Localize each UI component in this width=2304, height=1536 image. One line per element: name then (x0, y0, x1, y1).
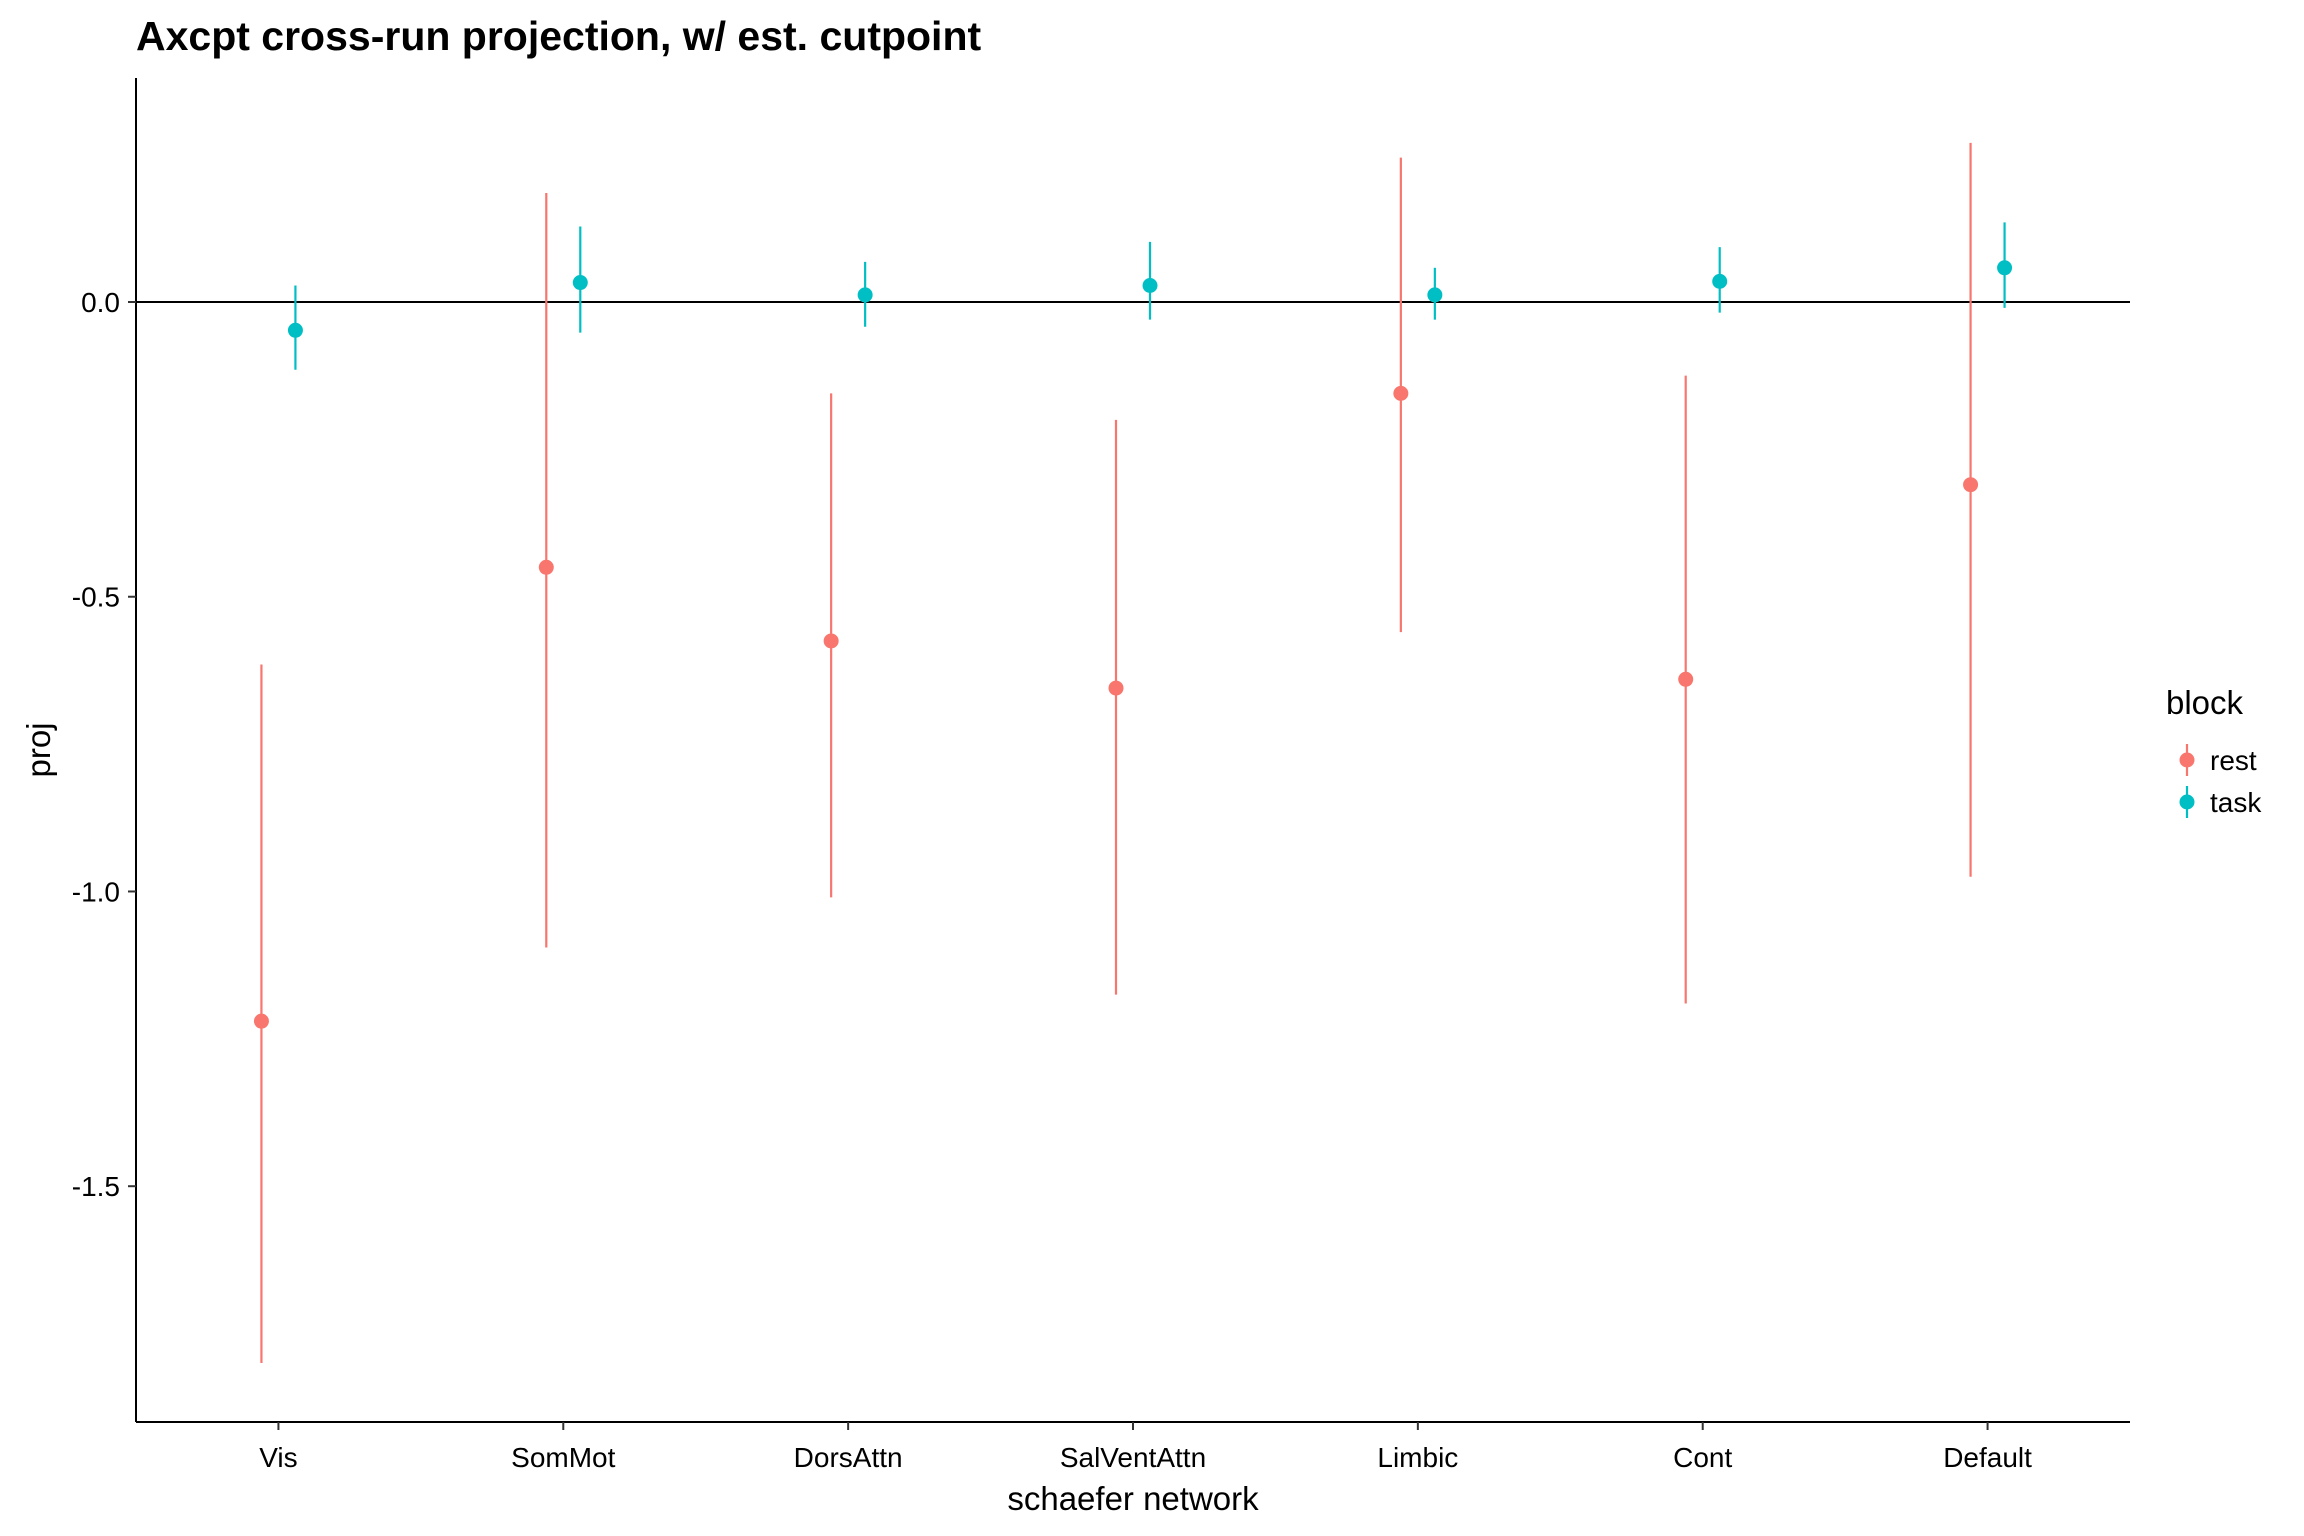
point-task-Limbic (1427, 287, 1443, 303)
point-rest-DorsAttn (823, 633, 839, 649)
x-tick-label: Limbic (1377, 1442, 1458, 1473)
legend-key-point-rest (2179, 752, 2195, 768)
point-task-Default (1997, 260, 2013, 276)
point-task-Cont (1712, 273, 1728, 289)
y-tick-label: 0.0 (81, 287, 120, 318)
y-axis-ticks: 0.0 -0.5 -1.0 -1.5 (72, 287, 136, 1202)
x-tick-label: Cont (1673, 1442, 1732, 1473)
point-rest-SalVentAttn (1108, 680, 1124, 696)
y-tick-label: -1.0 (72, 876, 120, 907)
point-task-DorsAttn (857, 287, 873, 303)
y-axis-title: proj (20, 722, 57, 777)
legend-label-task: task (2210, 787, 2262, 818)
y-tick-label: -0.5 (72, 582, 120, 613)
x-tick-label: DorsAttn (794, 1442, 903, 1473)
x-axis-title: schaefer network (1007, 1480, 1259, 1517)
x-tick-label: SalVentAttn (1060, 1442, 1206, 1473)
legend: block rest task (2166, 684, 2262, 818)
legend-items: rest task (2179, 744, 2262, 818)
point-task-SomMot (572, 275, 588, 291)
legend-label-rest: rest (2210, 745, 2257, 776)
plot-panel (136, 142, 2130, 1364)
x-axis-ticks: Vis SomMot DorsAttn SalVentAttn Limbic Cont De… (259, 1422, 2032, 1473)
point-task-Vis (287, 322, 303, 338)
legend-title: block (2166, 684, 2244, 721)
errorbar-layer (260, 142, 2006, 1364)
y-tick-label: -1.5 (72, 1171, 120, 1202)
point-rest-Vis (253, 1013, 269, 1029)
point-rest-Default (1963, 477, 1979, 493)
legend-key-point-task (2179, 794, 2195, 810)
point-rest-Cont (1678, 671, 1694, 687)
x-tick-label: Vis (259, 1442, 297, 1473)
x-tick-label: SomMot (511, 1442, 615, 1473)
point-rest-Limbic (1393, 385, 1409, 401)
x-tick-label: Default (1943, 1442, 2032, 1473)
chart-title: Axcpt cross-run projection, w/ est. cutp… (136, 13, 981, 59)
point-task-SalVentAttn (1142, 277, 1158, 293)
point-layer (253, 260, 2013, 1029)
point-rest-SomMot (538, 559, 554, 575)
